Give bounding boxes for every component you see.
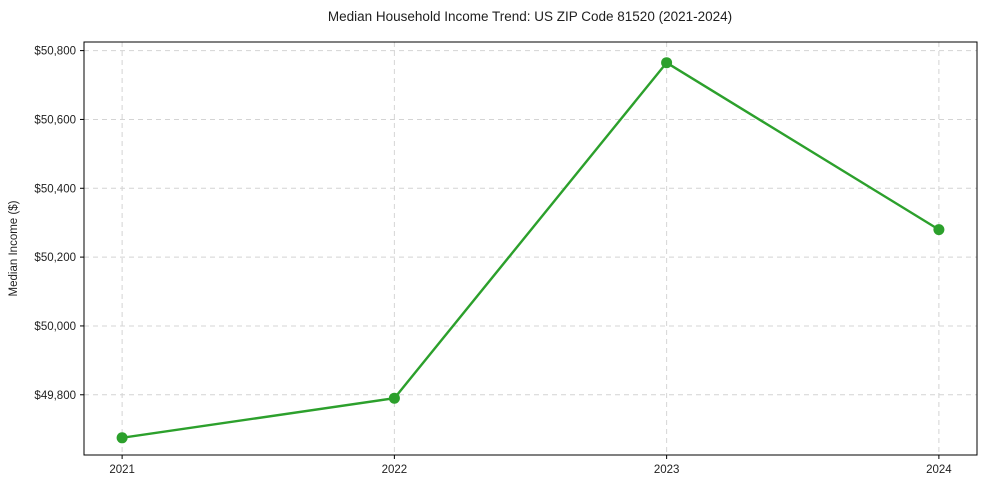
x-tick-label: 2023 (654, 464, 680, 476)
y-tick-label: $50,800 (34, 46, 76, 58)
y-axis-label: Median Income ($) (8, 200, 20, 296)
x-tick-label: 2021 (109, 464, 135, 476)
y-tick-label: $50,600 (34, 114, 76, 126)
plot-border (83, 41, 978, 456)
data-point-marker-2022 (388, 392, 400, 404)
plot-area: $49,800 $50,000 $50,200 $50,400 $50,600 $50,8… (34, 41, 978, 476)
x-tick-label: 2022 (382, 464, 408, 476)
y-tick-label: $50,000 (34, 321, 76, 333)
x-tick-label: 2024 (926, 464, 952, 476)
trend-line (120, 61, 941, 439)
data-point-marker-2023 (661, 57, 673, 69)
data-point-marker-2024 (933, 224, 945, 236)
y-tick-label: $49,800 (34, 390, 76, 402)
data-point-marker-2021 (116, 432, 128, 444)
y-tick-label: $50,400 (34, 183, 76, 195)
chart-title: Median Household Income Trend: US ZIP Co… (328, 9, 732, 24)
y-tick-label: $50,200 (34, 252, 76, 264)
